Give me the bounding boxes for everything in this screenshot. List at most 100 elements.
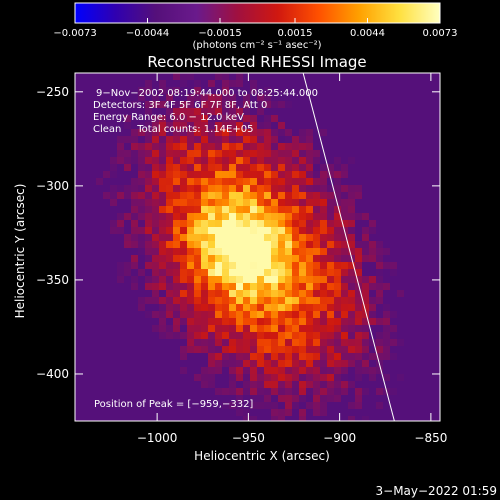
heatmap-cell xyxy=(278,304,285,311)
heatmap-cell xyxy=(257,395,264,402)
heatmap-cell xyxy=(124,136,131,143)
heatmap-cell xyxy=(236,283,243,290)
heatmap-cell xyxy=(320,241,327,248)
heatmap-cell xyxy=(369,353,376,360)
heatmap-cell xyxy=(222,332,229,339)
heatmap-cell xyxy=(292,297,299,304)
heatmap-cell xyxy=(250,290,257,297)
heatmap-cell xyxy=(159,227,166,234)
heatmap-cell xyxy=(278,325,285,332)
heatmap-cell xyxy=(376,388,383,395)
heatmap-cell xyxy=(313,262,320,269)
heatmap-cell xyxy=(131,241,138,248)
heatmap-cell xyxy=(390,262,397,269)
heatmap-cell xyxy=(243,409,250,416)
heatmap-cell xyxy=(313,395,320,402)
heatmap-cell xyxy=(194,178,201,185)
heatmap-cell xyxy=(131,192,138,199)
heatmap-cell xyxy=(334,339,341,346)
heatmap-cell xyxy=(292,213,299,220)
heatmap-cell xyxy=(124,262,131,269)
heatmap-cell xyxy=(334,325,341,332)
heatmap-cell xyxy=(257,213,264,220)
heatmap-cell xyxy=(334,332,341,339)
heatmap-cell xyxy=(257,304,264,311)
heatmap-cell xyxy=(229,283,236,290)
heatmap-cell xyxy=(166,248,173,255)
heatmap-cell xyxy=(194,192,201,199)
heatmap-cell xyxy=(166,185,173,192)
heatmap-cell xyxy=(187,227,194,234)
heatmap-cell xyxy=(236,395,243,402)
heatmap-cell xyxy=(355,395,362,402)
heatmap-cell xyxy=(341,269,348,276)
heatmap-cell xyxy=(194,143,201,150)
heatmap-cell xyxy=(180,290,187,297)
heatmap-cell xyxy=(145,192,152,199)
heatmap-cell xyxy=(306,178,313,185)
heatmap-cell xyxy=(264,374,271,381)
heatmap-cell xyxy=(250,80,257,87)
annotation-time-range: 9−Nov−2002 08:19:44.000 to 08:25:44.000 xyxy=(96,88,318,99)
heatmap-cell xyxy=(334,157,341,164)
heatmap-cell xyxy=(264,367,271,374)
heatmap-cell xyxy=(215,304,222,311)
heatmap-cell xyxy=(383,262,390,269)
heatmap-cell xyxy=(383,346,390,353)
heatmap-cell xyxy=(159,150,166,157)
heatmap-cell xyxy=(285,304,292,311)
heatmap-cell xyxy=(341,164,348,171)
heatmap-cell xyxy=(187,192,194,199)
heatmap-cell xyxy=(348,213,355,220)
heatmap-cell xyxy=(222,318,229,325)
heatmap-cell xyxy=(180,108,187,115)
heatmap-cell xyxy=(362,332,369,339)
heatmap-cell xyxy=(278,269,285,276)
heatmap-cell xyxy=(341,192,348,199)
heatmap-cell xyxy=(229,325,236,332)
heatmap-cell xyxy=(320,388,327,395)
heatmap-cell xyxy=(243,241,250,248)
heatmap-cell xyxy=(292,283,299,290)
heatmap-cell xyxy=(131,283,138,290)
heatmap-cell xyxy=(243,283,250,290)
heatmap-cell xyxy=(299,409,306,416)
heatmap-cell xyxy=(313,248,320,255)
heatmap-cell xyxy=(124,157,131,164)
heatmap-cell xyxy=(341,185,348,192)
heatmap-cell xyxy=(236,346,243,353)
heatmap-cell xyxy=(355,297,362,304)
heatmap-cell xyxy=(306,297,313,304)
heatmap-cell xyxy=(166,325,173,332)
heatmap-cell xyxy=(201,178,208,185)
heatmap-cell xyxy=(348,283,355,290)
heatmap-cell xyxy=(327,199,334,206)
heatmap-cell xyxy=(348,262,355,269)
heatmap-cell xyxy=(145,199,152,206)
heatmap-cell xyxy=(313,402,320,409)
heatmap-cell xyxy=(334,374,341,381)
heatmap-cell xyxy=(236,213,243,220)
heatmap-cell xyxy=(271,206,278,213)
x-axis-ticks: −1000 −950 −900 −850 xyxy=(137,73,447,445)
heatmap-cell xyxy=(152,143,159,150)
heatmap-cell xyxy=(201,136,208,143)
heatmap-cell xyxy=(306,339,313,346)
heatmap-cell xyxy=(145,234,152,241)
heatmap-cell xyxy=(236,325,243,332)
heatmap-cell xyxy=(208,206,215,213)
heatmap-cell xyxy=(299,318,306,325)
heatmap-cell xyxy=(383,318,390,325)
heatmap-cell xyxy=(264,318,271,325)
heatmap-cell xyxy=(264,199,271,206)
colorbar-tick-label: 0.0015 xyxy=(278,28,313,39)
heatmap-cell xyxy=(327,283,334,290)
heatmap-cell xyxy=(208,262,215,269)
heatmap-cell xyxy=(362,248,369,255)
heatmap-cell xyxy=(369,241,376,248)
heatmap-cell xyxy=(292,192,299,199)
heatmap-cell xyxy=(215,360,222,367)
heatmap-cell xyxy=(180,80,187,87)
heatmap-cell xyxy=(327,241,334,248)
heatmap-cell xyxy=(145,122,152,129)
